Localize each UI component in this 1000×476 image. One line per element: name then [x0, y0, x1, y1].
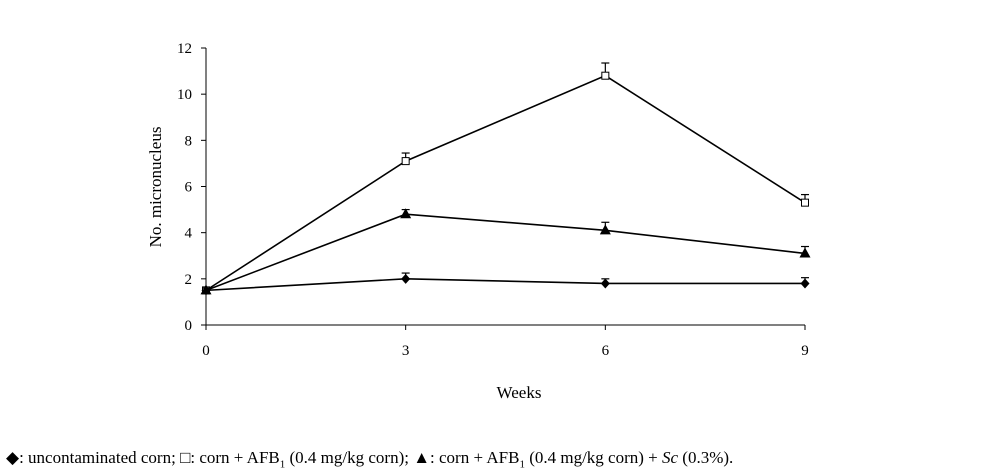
x-tick-label: 9 — [801, 343, 809, 359]
y-tick-label: 0 — [185, 318, 193, 334]
series-line — [205, 74, 806, 292]
y-tick-label: 4 — [185, 226, 193, 242]
series-triangle — [200, 208, 811, 295]
legend-text: (0.4 mg/kg corn); — [285, 448, 414, 467]
triangle-marker-icon: ▲ — [413, 448, 431, 467]
legend-subscript: 1 — [279, 458, 286, 471]
data-point-square — [601, 71, 610, 80]
x-tick-label: 0 — [202, 343, 210, 359]
x-tick-label: 6 — [602, 343, 610, 359]
data-point-triangle — [400, 208, 412, 219]
data-point-triangle — [200, 284, 212, 295]
legend-subscript: 1 — [519, 458, 525, 471]
data-point-square — [401, 157, 410, 166]
series-line — [205, 278, 805, 292]
x-axis-ticks: 0 3 6 9 — [202, 325, 809, 359]
y-tick-label: 10 — [177, 87, 192, 103]
x-axis-title: Weeks — [497, 383, 542, 402]
x-tick-label: 3 — [402, 343, 410, 359]
y-tick-label: 8 — [185, 133, 193, 149]
legend-text: (0.4 mg/kg corn) + — [524, 448, 662, 467]
series-open-square — [202, 62, 809, 295]
data-point-diamond — [800, 278, 810, 289]
series-line — [205, 213, 806, 292]
legend-item-afb1-sc: ▲: corn + AFB1 (0.4 mg/kg corn) + Sc (0.… — [413, 448, 734, 471]
legend: ◆: uncontaminated corn; □: corn + AFB1 (… — [6, 448, 996, 470]
diamond-marker-icon: ◆ — [6, 448, 20, 467]
legend-text: : corn + AFB — [430, 448, 520, 467]
y-axis-ticks: 0 2 4 6 8 10 12 — [177, 41, 206, 334]
data-point-square — [801, 198, 809, 207]
y-tick-label: 6 — [185, 180, 193, 196]
legend-item-uncontaminated: ◆: uncontaminated corn; — [6, 448, 180, 467]
legend-item-afb1: □: corn + AFB1 (0.4 mg/kg corn); — [180, 448, 414, 471]
legend-text: : corn + AFB — [190, 448, 280, 467]
data-point-triangle — [599, 224, 611, 235]
y-tick-label: 12 — [177, 41, 192, 57]
open-square-marker-icon: □ — [180, 448, 191, 467]
legend-text: : uncontaminated corn; — [19, 448, 181, 467]
data-point-diamond — [600, 278, 610, 289]
y-axis-title: No. micronucleus — [146, 127, 165, 248]
y-tick-label: 2 — [185, 272, 193, 288]
legend-italic: Sc — [662, 448, 679, 467]
micronucleus-chart: 0 2 4 6 8 10 12 0 3 6 9 Weeks No. micronucleus — [146, 41, 811, 402]
data-point-triangle — [799, 247, 811, 258]
data-point-diamond — [401, 273, 411, 284]
series-diamond — [201, 272, 810, 296]
series-group — [200, 62, 811, 296]
legend-text: (0.3%). — [678, 448, 734, 467]
